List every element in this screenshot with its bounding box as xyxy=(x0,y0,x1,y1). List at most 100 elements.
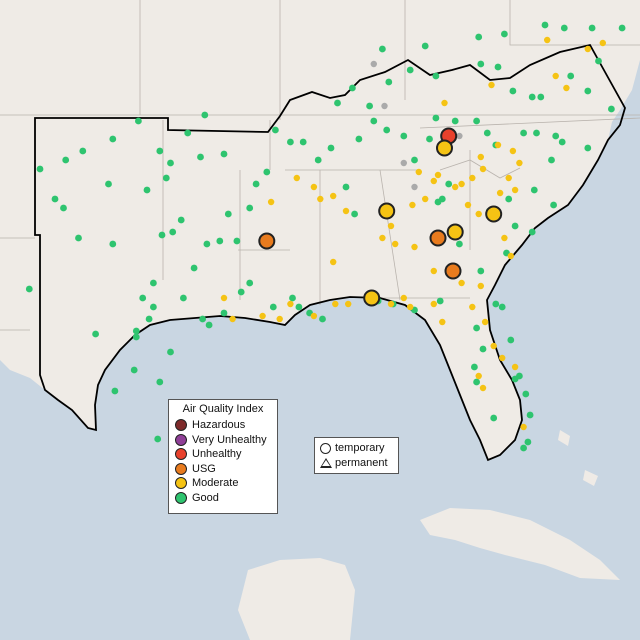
monitor-moderate xyxy=(430,177,437,185)
monitor-good xyxy=(355,135,363,143)
legend-label: Moderate xyxy=(192,477,239,490)
monitor-good xyxy=(220,309,228,317)
monitor-moderate xyxy=(458,279,465,287)
monitor-good xyxy=(167,348,174,356)
monitor-good xyxy=(25,285,33,293)
monitor-unknown xyxy=(381,102,388,110)
legend-item-permanent: permanent xyxy=(320,456,393,471)
monitor-good xyxy=(505,195,513,203)
monitor-good xyxy=(36,165,44,173)
small-monitors-layer xyxy=(25,21,626,452)
temporary-label: temporary xyxy=(335,442,385,455)
monitor-good xyxy=(105,180,112,188)
monitor-moderate xyxy=(330,258,337,266)
monitor-good xyxy=(471,363,478,371)
monitor-good xyxy=(132,333,140,341)
monitor-good xyxy=(154,435,162,443)
monitor-good xyxy=(516,372,523,380)
monitor-moderate xyxy=(293,174,300,182)
monitor-moderate xyxy=(458,180,465,188)
monitor-good xyxy=(79,147,87,155)
monitor-good xyxy=(406,66,414,74)
monitor-good xyxy=(272,126,279,134)
monitor-good xyxy=(434,198,442,206)
monitor-moderate xyxy=(563,84,570,92)
monitor-moderate xyxy=(439,318,446,326)
monitor-good xyxy=(558,138,566,146)
monitor-moderate xyxy=(407,303,414,311)
good-swatch xyxy=(175,491,187,504)
monitor-good xyxy=(552,132,560,140)
monitor-good xyxy=(511,222,519,230)
monitor-moderate xyxy=(507,252,514,260)
monitor-moderate xyxy=(411,243,418,251)
monitor-good xyxy=(252,180,260,188)
monitor-moderate xyxy=(516,159,523,167)
monitor-moderate xyxy=(363,289,381,307)
monitor-good xyxy=(143,186,151,194)
monitor-moderate xyxy=(496,189,504,197)
monitor-good xyxy=(528,228,536,236)
monitor-good xyxy=(299,138,307,146)
legend-item-usg: USG xyxy=(175,462,271,477)
monitor-moderate xyxy=(392,240,399,248)
monitor-moderate xyxy=(481,318,489,326)
monitor-good xyxy=(263,168,271,176)
unhealthy-swatch xyxy=(175,448,187,461)
aqi-legend-title: Air Quality Index xyxy=(182,403,264,415)
monitor-moderate xyxy=(464,201,472,209)
monitor-good xyxy=(109,135,117,143)
monitor-moderate xyxy=(475,372,482,380)
monitor-moderate xyxy=(490,342,497,350)
monitor-good xyxy=(477,267,485,275)
monitor-good xyxy=(224,210,232,218)
monitor-good xyxy=(199,315,207,323)
monitor-good xyxy=(483,129,491,137)
monitor-good xyxy=(180,294,187,302)
monitor-good xyxy=(216,237,224,245)
monitor-good xyxy=(130,366,138,374)
monitor-good xyxy=(169,228,177,236)
monitor-unknown xyxy=(411,183,418,191)
hazardous-swatch xyxy=(175,419,187,432)
monitor-good xyxy=(334,99,341,107)
monitor-moderate xyxy=(505,174,512,182)
monitor-type-legend: temporary permanent xyxy=(314,437,399,474)
monitor-good xyxy=(479,345,487,353)
monitor-moderate xyxy=(479,165,487,173)
monitor-good xyxy=(520,129,527,137)
legend-item-good: Good xyxy=(175,491,271,506)
monitor-good xyxy=(383,126,391,134)
monitor-moderate xyxy=(475,210,482,218)
monitor-good xyxy=(492,300,500,308)
monitor-moderate xyxy=(400,294,407,302)
monitor-moderate xyxy=(378,202,396,220)
monitor-good xyxy=(432,114,440,122)
monitor-moderate xyxy=(509,147,517,155)
monitor-moderate xyxy=(501,234,508,242)
monitor-good xyxy=(201,111,209,119)
monitor-moderate xyxy=(452,183,459,191)
monitor-good xyxy=(537,93,545,101)
monitor-good xyxy=(156,378,164,386)
monitor-good xyxy=(92,330,99,338)
usg-swatch xyxy=(175,462,187,475)
monitor-good xyxy=(451,117,459,125)
monitor-good xyxy=(473,378,480,386)
monitor-good xyxy=(197,153,204,161)
legend-item-temporary: temporary xyxy=(320,441,393,456)
monitor-good xyxy=(490,414,498,422)
monitor-moderate xyxy=(599,39,606,47)
monitor-good xyxy=(237,288,245,296)
monitor-moderate xyxy=(520,423,527,431)
monitor-moderate xyxy=(310,183,318,191)
legend-label: Hazardous xyxy=(192,419,246,432)
monitor-moderate xyxy=(485,205,503,223)
legend-label: USG xyxy=(192,462,216,475)
monitor-good xyxy=(385,78,393,86)
monitor-moderate xyxy=(552,72,559,80)
monitor-good xyxy=(541,21,549,29)
monitor-moderate xyxy=(511,363,519,371)
monitor-good xyxy=(400,132,408,140)
